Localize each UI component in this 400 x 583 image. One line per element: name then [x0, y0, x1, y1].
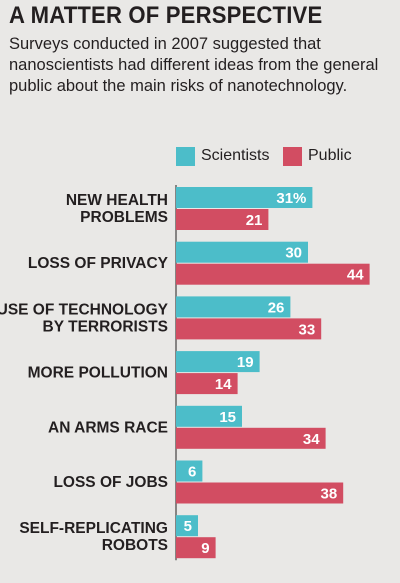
bar-scientists — [176, 405, 242, 427]
category-label: LOSS OF JOBS — [53, 474, 168, 491]
category-label: PROBLEMS — [80, 209, 168, 226]
data-label: 6 — [188, 464, 196, 481]
category-label: MORE POLLUTION — [28, 365, 168, 382]
legend-label-public: Public — [308, 147, 352, 164]
bar-scientists — [176, 351, 260, 373]
chart-subtitle: Surveys conducted in 2007 suggested that… — [9, 35, 379, 95]
category-label: AN ARMS RACE — [48, 419, 168, 436]
data-label: 21 — [246, 212, 263, 229]
bar-scientists — [176, 296, 291, 318]
data-label: 9 — [201, 540, 209, 557]
chart-title: A MATTER OF PERSPECTIVE — [9, 2, 323, 29]
bar-public — [176, 209, 269, 230]
category-label: USE OF TECHNOLOGY — [0, 301, 169, 318]
data-label: 26 — [268, 299, 285, 316]
data-label: 5 — [184, 518, 192, 535]
bar-scientists — [176, 515, 198, 537]
legend-item-scientists: Scientists — [176, 146, 269, 166]
bar-scientists — [176, 460, 203, 482]
category-label: NEW HEALTH — [66, 192, 168, 209]
category-label: LOSS OF PRIVACY — [28, 255, 169, 272]
data-label: 15 — [219, 409, 236, 426]
data-label: 30 — [285, 245, 302, 262]
legend-item-public: Public — [283, 146, 352, 166]
data-label: 31% — [276, 190, 306, 207]
bar-public — [176, 263, 370, 285]
bar-public — [176, 318, 322, 340]
legend-swatch-scientists — [176, 146, 195, 166]
bar-public — [176, 537, 216, 559]
bar-public — [176, 427, 326, 449]
legend-swatch-public — [283, 146, 302, 166]
data-label: 38 — [321, 486, 338, 503]
data-label: 33 — [299, 321, 316, 338]
data-label: 44 — [347, 267, 364, 284]
data-label: 14 — [215, 376, 232, 393]
category-label: BY TERRORISTS — [43, 318, 168, 335]
bar-public — [176, 482, 344, 504]
bar-scientists — [176, 187, 313, 208]
legend-label-scientists: Scientists — [201, 147, 270, 164]
bar-public — [176, 373, 238, 395]
data-label: 34 — [303, 431, 320, 448]
category-label: SELF-REPLICATING — [19, 520, 168, 537]
category-label: ROBOTS — [102, 537, 168, 554]
data-label: 19 — [237, 354, 254, 371]
bar-scientists — [176, 241, 308, 263]
